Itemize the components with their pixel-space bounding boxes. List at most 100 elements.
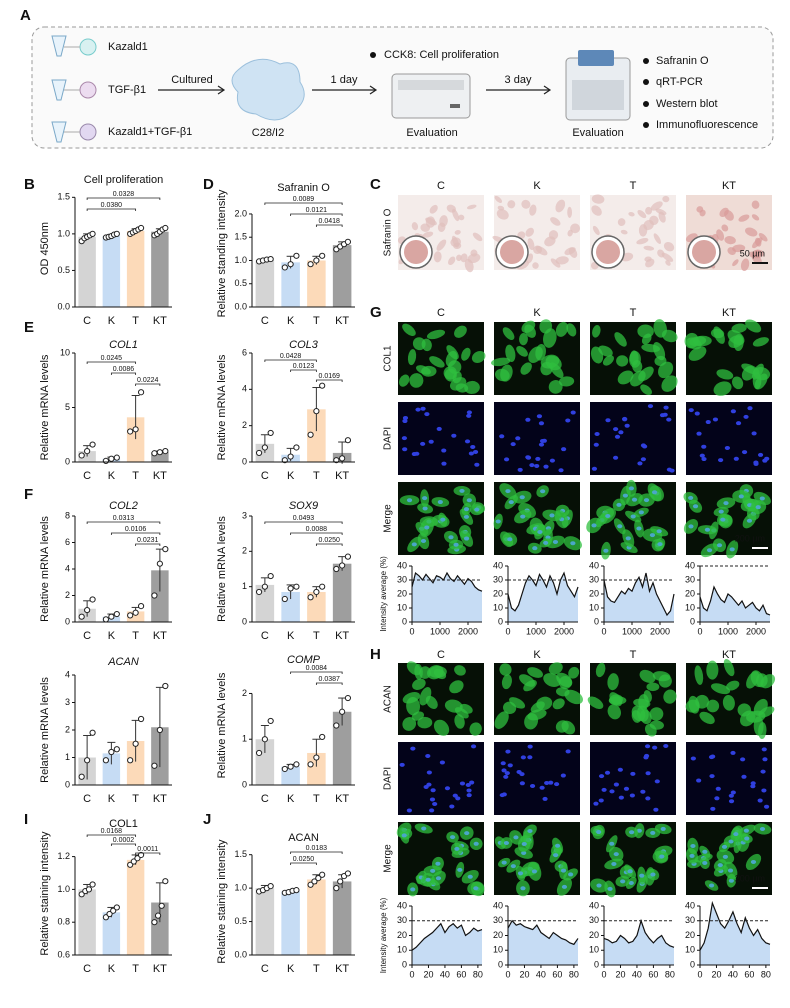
nucleus: [527, 829, 533, 834]
cell: [552, 698, 565, 710]
nucleus: [643, 753, 650, 758]
nucleus: [439, 760, 445, 765]
data-point: [162, 546, 169, 553]
well-inset: [500, 240, 524, 264]
nucleus: [504, 771, 510, 776]
cell: [472, 232, 483, 242]
x-tick-label: KT: [335, 315, 349, 327]
cell: [454, 229, 461, 235]
panel-label: F: [24, 486, 33, 503]
x-tick-label: T: [313, 630, 320, 642]
cell: [471, 351, 486, 363]
row-label: DAPI: [383, 767, 394, 790]
cell: [500, 364, 513, 382]
nucleus: [640, 789, 646, 794]
y-tick-label: 0: [65, 779, 70, 789]
data-point: [108, 613, 115, 620]
significance-bracket: [86, 834, 137, 837]
analyzer: [565, 50, 631, 121]
data-point: [162, 224, 169, 232]
data-point: [281, 457, 288, 464]
cell: [696, 206, 704, 213]
cell: [426, 329, 446, 340]
nucleus: [553, 853, 559, 858]
nucleus: [630, 771, 636, 776]
x-tick-label: C: [261, 963, 269, 975]
nucleus: [741, 450, 748, 455]
y-tick-label: 40: [589, 900, 599, 910]
y-tick-label: 20: [493, 930, 503, 940]
cell: [721, 224, 729, 232]
nucleus: [463, 514, 470, 519]
significance-bracket: [290, 862, 317, 865]
y-tick-label: 20: [589, 588, 599, 598]
nucleus: [501, 768, 507, 773]
cell: [695, 694, 709, 709]
cell: [628, 211, 635, 217]
row-label: DAPI: [383, 427, 394, 450]
nucleus: [437, 500, 443, 505]
significance-bracket: [264, 202, 343, 205]
data-point: [113, 610, 120, 618]
nucleus: [432, 801, 438, 806]
cell: [630, 370, 646, 387]
p-value: 0.0328: [113, 191, 135, 198]
p-value: 0.0089: [293, 196, 315, 203]
data-point: [281, 264, 288, 271]
x-tick-label: 0: [409, 969, 414, 979]
y-tick-label: 4: [242, 384, 247, 394]
cell: [412, 337, 426, 351]
step-label: 3 day: [505, 74, 532, 86]
cell: [590, 346, 604, 364]
nucleus: [513, 835, 519, 840]
data-point: [333, 885, 340, 892]
panel-label: I: [24, 811, 28, 828]
nucleus: [424, 525, 430, 530]
p-value: 0.0168: [101, 828, 123, 835]
y-tick-label: 10: [397, 945, 407, 955]
y-tick-label: 20: [685, 930, 695, 940]
nucleus: [715, 786, 721, 791]
x-tick-label: C: [83, 793, 91, 805]
column-label: T: [630, 307, 637, 319]
cell: [536, 696, 553, 711]
nucleus: [429, 808, 435, 813]
panel-label: J: [203, 811, 211, 828]
data-point: [315, 874, 322, 882]
nucleus: [761, 747, 767, 752]
data-point: [319, 252, 326, 259]
nucleus: [474, 462, 480, 467]
cell: [637, 210, 647, 219]
data-point: [108, 455, 115, 462]
y-tick-label: 10: [397, 602, 407, 612]
column-label: C: [437, 307, 445, 319]
y-axis-label: Relative staining intensity: [39, 831, 51, 956]
column-label: KT: [722, 180, 736, 192]
y-axis-label: Relative mRNA levels: [39, 516, 51, 622]
cell: [402, 323, 416, 336]
cell: [655, 208, 667, 215]
y-tick-label: 20: [397, 930, 407, 940]
significance-bracket: [290, 851, 343, 854]
y-tick-label: 10: [493, 602, 503, 612]
area-fill: [508, 573, 578, 622]
cell: [427, 665, 444, 680]
y-tick-label: 20: [685, 588, 695, 598]
cell: [494, 711, 509, 729]
nucleus: [593, 801, 599, 806]
y-tick-label: 1.5: [234, 849, 247, 859]
y-axis-label: Relative mRNA levels: [216, 672, 228, 778]
nucleus: [654, 779, 660, 784]
cell: [649, 707, 664, 721]
nucleus: [457, 867, 463, 872]
nucleus: [451, 433, 457, 438]
bar: [78, 889, 96, 955]
y-tick-label: 0: [690, 616, 695, 626]
nucleus: [570, 541, 576, 546]
cell: [643, 245, 655, 251]
cell: [751, 214, 760, 221]
cell: [558, 376, 575, 387]
data-point: [89, 596, 96, 603]
nucleus: [534, 463, 540, 468]
cell: [491, 357, 511, 367]
